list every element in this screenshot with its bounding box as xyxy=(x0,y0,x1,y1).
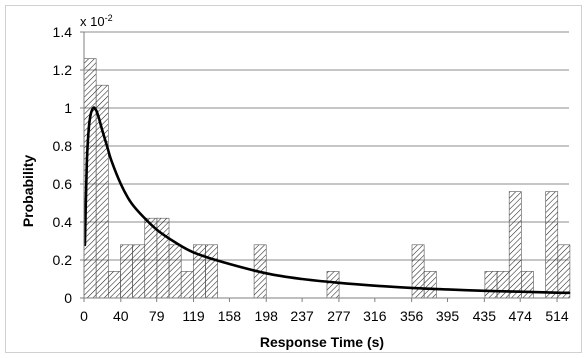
y-tick-label-5: 1 xyxy=(64,100,72,116)
x-tick-label-9: 356 xyxy=(400,308,424,324)
histogram-bar-7 xyxy=(168,244,182,299)
x-axis-title: Response Time (s) xyxy=(260,334,384,350)
x-tick-label-8: 316 xyxy=(363,308,387,324)
y-tick-label-0: 0 xyxy=(64,290,72,306)
histogram-bar-5 xyxy=(144,217,158,299)
y-axis-title: Probability xyxy=(20,155,36,228)
x-tick-label-7: 277 xyxy=(327,308,351,324)
histogram-bar-12 xyxy=(326,271,340,299)
x-tick-label-0: 0 xyxy=(80,308,88,324)
histogram-bar-13 xyxy=(411,244,425,299)
y-tick-label-6: 1.2 xyxy=(53,62,73,78)
y-multiplier: x 10-2 xyxy=(80,13,113,29)
y-tick-label-1: 0.2 xyxy=(53,252,73,268)
x-tick-label-11: 435 xyxy=(473,308,497,324)
y-tick-labels: 0 0.2 0.4 0.6 0.8 1 1.2 1.4 xyxy=(53,24,73,306)
x-tick-label-4: 158 xyxy=(218,308,242,324)
y-tick-label-3: 0.6 xyxy=(53,176,73,192)
y-tick-label-7: 1.4 xyxy=(53,24,73,40)
fit-curve xyxy=(83,106,571,295)
x-tick-labels: 0 40 79 119 158 198 237 277 316 356 395 435 474 514 xyxy=(80,308,569,324)
x-tick-label-3: 119 xyxy=(182,308,205,324)
x-tick-label-12: 474 xyxy=(509,308,533,324)
axes xyxy=(80,31,569,302)
histogram-bar-15 xyxy=(484,271,498,299)
x-tick-label-5: 198 xyxy=(255,308,279,324)
histogram-bar-4 xyxy=(132,244,146,299)
histogram-bar-3 xyxy=(120,244,133,299)
x-tick-label-10: 395 xyxy=(436,308,460,324)
y-tick-label-2: 0.4 xyxy=(53,214,73,230)
x-tick-label-1: 40 xyxy=(113,308,129,324)
histogram-bar-20 xyxy=(557,244,571,299)
histogram-bar-10 xyxy=(205,244,218,299)
histogram-bar-17 xyxy=(508,191,522,299)
y-tick-label-4: 0.8 xyxy=(53,138,73,154)
histogram-bar-19 xyxy=(545,191,559,299)
histogram-bar-14 xyxy=(423,271,437,299)
histogram-bar-16 xyxy=(496,271,510,299)
histogram-bar-2 xyxy=(107,271,121,299)
fit-curve-line xyxy=(83,106,571,295)
histogram-bars xyxy=(83,58,571,299)
histogram-bar-8 xyxy=(180,271,194,299)
x-tick-label-13: 514 xyxy=(545,308,569,324)
x-tick-label-2: 79 xyxy=(149,308,165,324)
x-tick-label-6: 237 xyxy=(290,308,314,324)
histogram-bar-18 xyxy=(521,271,534,299)
